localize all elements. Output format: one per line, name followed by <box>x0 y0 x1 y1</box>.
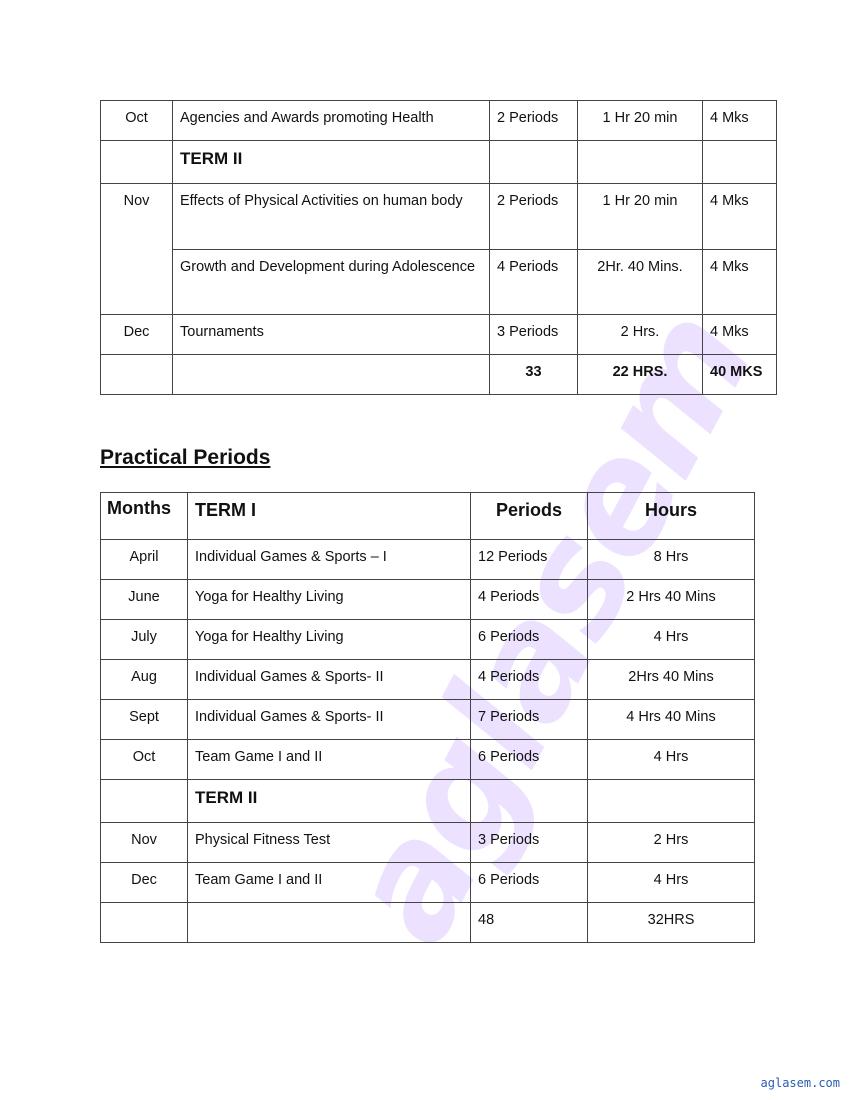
table-header-row: Months TERM I Periods Hours <box>100 492 755 540</box>
table-row: Nov Effects of Physical Activities on hum… <box>100 183 777 315</box>
table-row: Dec Tournaments 3 Periods 2 Hrs. 4 Mks <box>100 314 777 355</box>
hours-cell: 32HRS <box>587 902 755 943</box>
topic-cell: Individual Games & Sports- II <box>187 659 471 700</box>
topic-cell: Growth and Development during Adolescenc… <box>172 249 490 315</box>
hours-cell <box>577 140 703 184</box>
month-cell: June <box>100 579 188 620</box>
month-cell: Nov <box>100 822 188 863</box>
header-hours: Hours <box>587 492 755 540</box>
hours-cell: 4 Hrs <box>587 862 755 903</box>
periods-cell: 48 <box>470 902 588 943</box>
periods-cell: 6 Periods <box>470 862 588 903</box>
hours-cell: 1 Hr 20 min <box>577 183 703 250</box>
table-row: 48 32HRS <box>100 902 755 943</box>
topic-cell: Individual Games & Sports- II <box>187 699 471 740</box>
header-periods: Periods <box>470 492 588 540</box>
hours-cell: 1 Hr 20 min <box>577 100 703 141</box>
month-cell: Nov <box>100 183 173 315</box>
header-term: TERM I <box>187 492 471 540</box>
hours-cell: 2Hrs 40 Mins <box>587 659 755 700</box>
table-row: Dec Team Game I and II 6 Periods 4 Hrs <box>100 862 755 903</box>
month-cell <box>100 354 173 395</box>
topic-cell: Yoga for Healthy Living <box>187 619 471 660</box>
practical-periods-table: Months TERM I Periods Hours April Individ… <box>100 492 755 943</box>
topic-cell: Tournaments <box>172 314 490 355</box>
section-title: Practical Periods <box>100 446 271 469</box>
topic-cell: TERM II <box>172 140 490 184</box>
periods-cell: 12 Periods <box>470 539 588 580</box>
periods-cell <box>489 140 578 184</box>
hours-cell: 2 Hrs 40 Mins <box>587 579 755 620</box>
table-row: Oct Team Game I and II 6 Periods 4 Hrs <box>100 739 755 780</box>
marks-cell: 40 MKS <box>702 354 777 395</box>
marks-cell: 4 Mks <box>702 314 777 355</box>
hours-cell <box>587 779 755 823</box>
month-cell: Dec <box>100 862 188 903</box>
month-cell: Aug <box>100 659 188 700</box>
periods-cell: 3 Periods <box>470 822 588 863</box>
month-cell <box>100 779 188 823</box>
topic-cell <box>172 354 490 395</box>
hours-cell: 4 Hrs <box>587 739 755 780</box>
periods-cell: 3 Periods <box>489 314 578 355</box>
month-cell: July <box>100 619 188 660</box>
month-cell <box>100 902 188 943</box>
month-cell <box>100 140 173 184</box>
footer-site-link[interactable]: aglasem.com <box>760 1076 840 1090</box>
table-row: TERM II <box>100 779 755 823</box>
topic-cell: Individual Games & Sports – I <box>187 539 471 580</box>
marks-cell: 4 Mks <box>702 100 777 141</box>
periods-cell: 4 Periods <box>470 659 588 700</box>
month-cell: April <box>100 539 188 580</box>
periods-cell: 6 Periods <box>470 619 588 660</box>
topic-cell: Team Game I and II <box>187 862 471 903</box>
table-row: April Individual Games & Sports – I 12 Per… <box>100 539 755 580</box>
table-row: TERM II <box>100 140 777 184</box>
month-cell: Oct <box>100 739 188 780</box>
periods-cell: 4 Periods <box>489 249 578 315</box>
periods-cell: 4 Periods <box>470 579 588 620</box>
table-row: July Yoga for Healthy Living 6 Periods 4 Hr… <box>100 619 755 660</box>
hours-cell: 8 Hrs <box>587 539 755 580</box>
periods-cell: 2 Periods <box>489 100 578 141</box>
periods-cell: 33 <box>489 354 578 395</box>
marks-cell: 4 Mks <box>702 249 777 315</box>
table-row: June Yoga for Healthy Living 4 Periods 2 Hr… <box>100 579 755 620</box>
theory-schedule-table: Oct Agencies and Awards promoting Health 2… <box>100 100 777 395</box>
hours-cell: 2Hr. 40 Mins. <box>577 249 703 315</box>
header-months: Months <box>100 492 188 540</box>
hours-cell: 2 Hrs. <box>577 314 703 355</box>
table-row: Growth and Development during Adolescenc… <box>101 249 777 315</box>
periods-cell: 6 Periods <box>470 739 588 780</box>
topic-cell: Physical Fitness Test <box>187 822 471 863</box>
month-cell: Dec <box>100 314 173 355</box>
month-cell: Oct <box>100 100 173 141</box>
topic-cell: TERM II <box>187 779 471 823</box>
hours-cell: 4 Hrs <box>587 619 755 660</box>
marks-cell <box>702 140 777 184</box>
month-cell: Sept <box>100 699 188 740</box>
table-row: Nov Physical Fitness Test 3 Periods 2 Hrs <box>100 822 755 863</box>
periods-cell: 7 Periods <box>470 699 588 740</box>
hours-cell: 22 HRS. <box>577 354 703 395</box>
table-row: Aug Individual Games & Sports- II 4 Period… <box>100 659 755 700</box>
topic-cell: Effects of Physical Activities on human … <box>172 183 490 250</box>
topic-cell: Team Game I and II <box>187 739 471 780</box>
hours-cell: 2 Hrs <box>587 822 755 863</box>
periods-cell <box>470 779 588 823</box>
table-row: Sept Individual Games & Sports- II 7 Perio… <box>100 699 755 740</box>
marks-cell: 4 Mks <box>702 183 777 250</box>
table-row: 33 22 HRS. 40 MKS <box>100 354 777 395</box>
topic-cell: Agencies and Awards promoting Health <box>172 100 490 141</box>
topic-cell: Yoga for Healthy Living <box>187 579 471 620</box>
table-row: Oct Agencies and Awards promoting Health 2… <box>100 100 777 141</box>
topic-cell <box>187 902 471 943</box>
periods-cell: 2 Periods <box>489 183 578 250</box>
hours-cell: 4 Hrs 40 Mins <box>587 699 755 740</box>
